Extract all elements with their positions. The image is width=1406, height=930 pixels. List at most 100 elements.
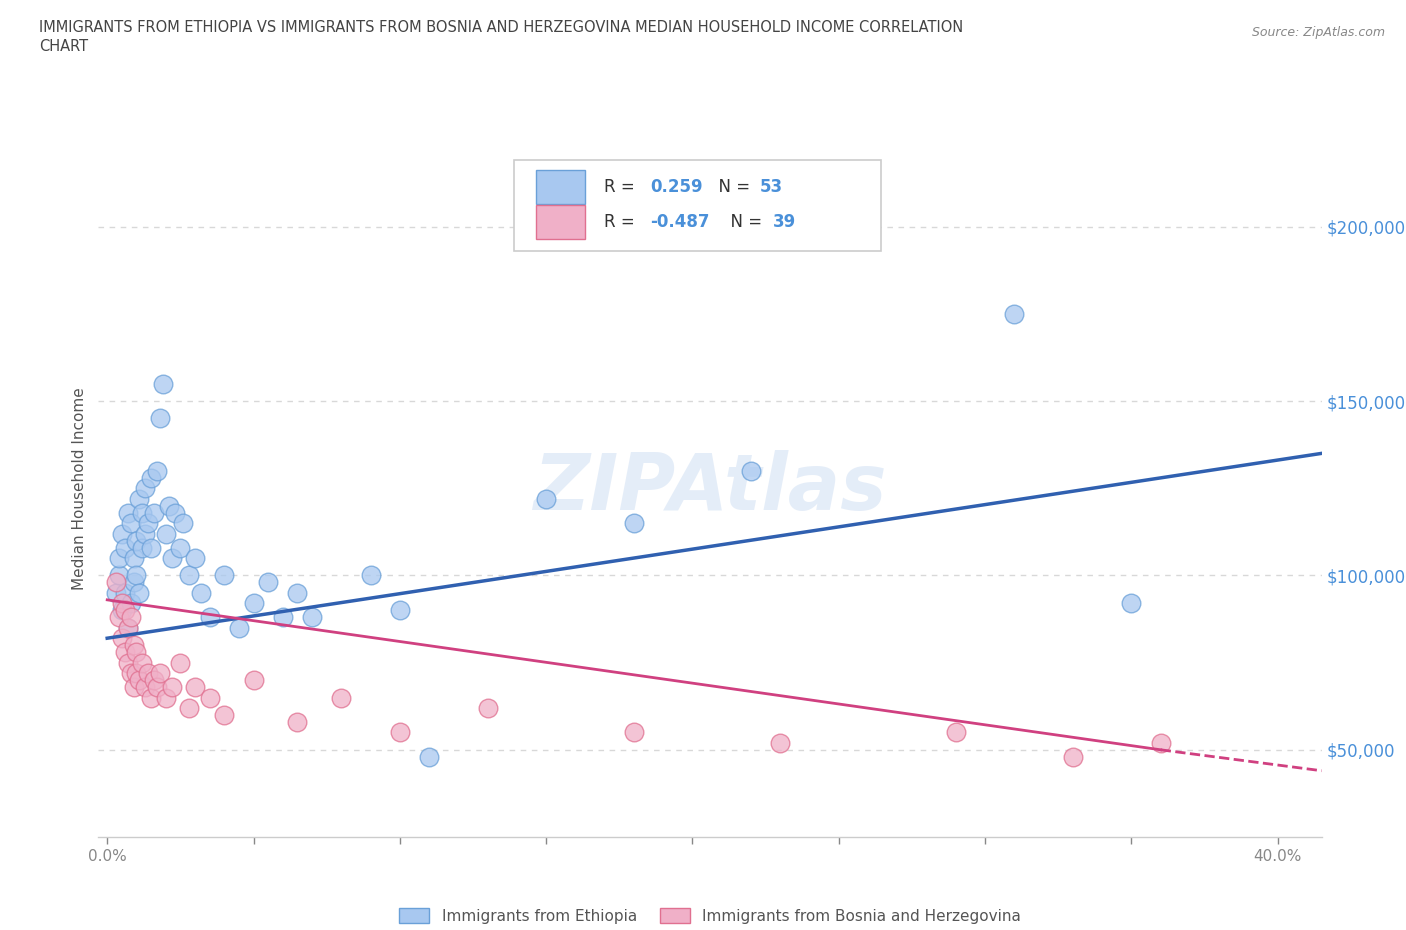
Point <box>198 610 221 625</box>
Point <box>163 505 186 520</box>
Point <box>136 666 159 681</box>
Point <box>117 620 139 635</box>
Text: R =: R = <box>603 178 640 196</box>
Point <box>120 515 142 530</box>
Point <box>117 505 139 520</box>
Point <box>155 690 177 705</box>
Point <box>122 551 145 565</box>
FancyBboxPatch shape <box>536 170 585 204</box>
Point <box>120 596 142 611</box>
Point <box>198 690 221 705</box>
Point <box>388 725 411 740</box>
Point <box>131 655 153 670</box>
Point <box>111 596 134 611</box>
Point <box>111 526 134 541</box>
Point <box>114 644 136 659</box>
Point <box>149 666 172 681</box>
Text: N =: N = <box>720 213 768 231</box>
Text: ZIPAtlas: ZIPAtlas <box>533 450 887 526</box>
Point <box>122 575 145 590</box>
Point <box>149 411 172 426</box>
FancyBboxPatch shape <box>515 161 882 251</box>
Point <box>160 551 183 565</box>
Point <box>1002 306 1025 321</box>
Point <box>155 526 177 541</box>
Point <box>271 610 294 625</box>
Point <box>945 725 967 740</box>
Y-axis label: Median Household Income: Median Household Income <box>72 387 87 590</box>
Point <box>146 680 169 695</box>
Point <box>120 666 142 681</box>
Text: N =: N = <box>707 178 755 196</box>
Point <box>301 610 323 625</box>
Point <box>139 690 162 705</box>
Point <box>287 714 309 729</box>
Point <box>131 540 153 555</box>
Point <box>360 568 382 583</box>
Point <box>139 540 162 555</box>
Point <box>169 540 191 555</box>
Point <box>257 575 280 590</box>
Point <box>120 610 142 625</box>
Point <box>128 672 150 687</box>
Point <box>418 750 440 764</box>
Point <box>108 568 131 583</box>
Point <box>287 586 309 601</box>
Point <box>190 586 212 601</box>
Point <box>134 481 156 496</box>
Point <box>128 491 150 506</box>
Point <box>108 610 131 625</box>
Point <box>184 551 207 565</box>
Point <box>104 575 127 590</box>
Point <box>242 596 264 611</box>
Point <box>388 603 411 618</box>
Point <box>1062 750 1084 764</box>
Point <box>125 666 148 681</box>
Point <box>122 638 145 653</box>
Point <box>139 471 162 485</box>
Point <box>179 568 201 583</box>
Point <box>477 700 499 715</box>
Text: 53: 53 <box>761 178 783 196</box>
Point <box>740 463 762 478</box>
Point <box>143 505 166 520</box>
Point <box>108 551 131 565</box>
Point <box>136 515 159 530</box>
Point <box>134 526 156 541</box>
Point <box>146 463 169 478</box>
Point <box>769 736 792 751</box>
Point <box>157 498 180 513</box>
Point <box>134 680 156 695</box>
Point <box>330 690 353 705</box>
Point <box>184 680 207 695</box>
Text: Source: ZipAtlas.com: Source: ZipAtlas.com <box>1251 26 1385 39</box>
Point <box>534 491 557 506</box>
Point <box>179 700 201 715</box>
Point <box>1121 596 1143 611</box>
Point <box>1150 736 1173 751</box>
Point <box>172 515 194 530</box>
Point <box>169 655 191 670</box>
Text: -0.487: -0.487 <box>650 213 710 231</box>
Point <box>160 680 183 695</box>
Point <box>117 620 139 635</box>
Point <box>128 586 150 601</box>
Text: CHART: CHART <box>39 39 89 54</box>
Point <box>122 680 145 695</box>
Point <box>111 631 134 645</box>
Text: R =: R = <box>603 213 640 231</box>
Point <box>212 708 235 723</box>
Point <box>228 620 250 635</box>
Point <box>623 515 645 530</box>
Point <box>117 655 139 670</box>
Point <box>143 672 166 687</box>
Point <box>111 603 134 618</box>
Point <box>125 568 148 583</box>
Point <box>242 672 264 687</box>
Text: 0.259: 0.259 <box>650 178 703 196</box>
Point <box>125 533 148 548</box>
FancyBboxPatch shape <box>536 205 585 239</box>
Point <box>152 376 174 391</box>
Text: 39: 39 <box>772 213 796 231</box>
Point <box>104 586 127 601</box>
